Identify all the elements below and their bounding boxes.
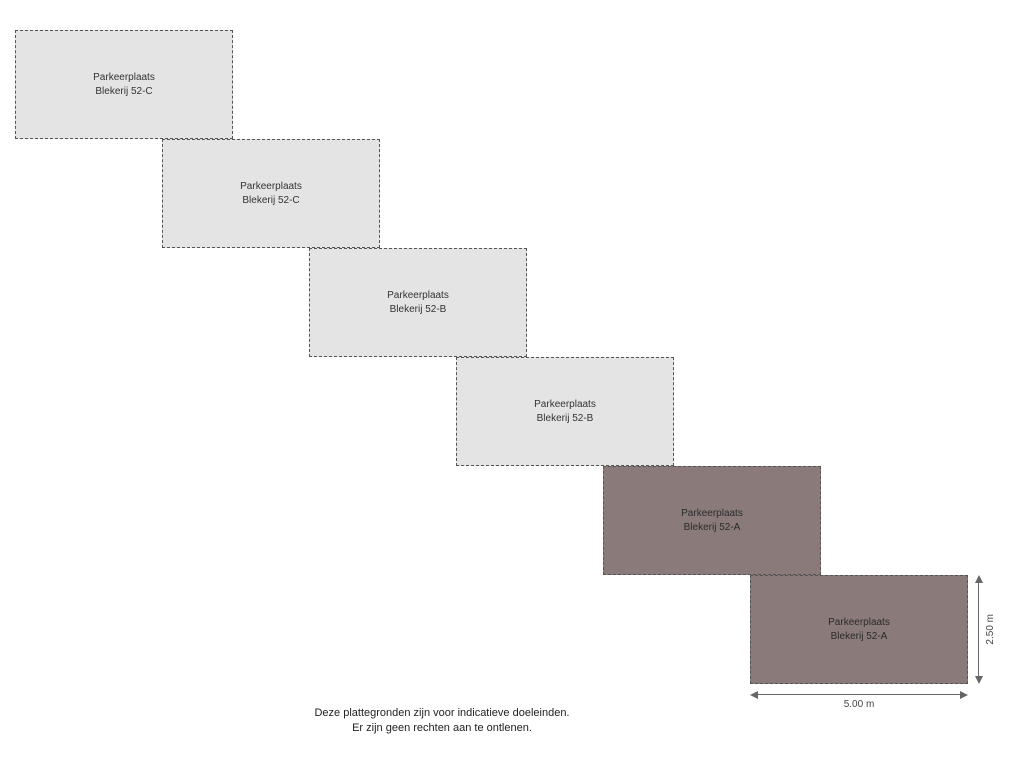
parking-spot-3: Parkeerplaats Blekerij 52-B <box>456 357 674 466</box>
parking-spot-5: Parkeerplaats Blekerij 52-A <box>750 575 968 684</box>
parking-spot-2: Parkeerplaats Blekerij 52-B <box>309 248 527 357</box>
dimension-line <box>756 694 962 695</box>
spot-label-line2: Blekerij 52-B <box>390 303 447 317</box>
floorplan-stage: Parkeerplaats Blekerij 52-C Parkeerplaat… <box>0 0 1024 768</box>
parking-spot-4: Parkeerplaats Blekerij 52-A <box>603 466 821 575</box>
disclaimer-line2: Er zijn geen rechten aan te ontlenen. <box>282 721 602 736</box>
parking-spot-1: Parkeerplaats Blekerij 52-C <box>162 139 380 248</box>
spot-label-line2: Blekerij 52-A <box>684 521 741 535</box>
dimension-horizontal: 5.00 m <box>750 694 968 710</box>
disclaimer-line1: Deze plattegronden zijn voor indicatieve… <box>282 706 602 721</box>
spot-label-line1: Parkeerplaats <box>681 507 743 521</box>
spot-label-line1: Parkeerplaats <box>828 616 890 630</box>
spot-label-line2: Blekerij 52-A <box>831 630 888 644</box>
dimension-vertical: 2.50 m <box>978 575 996 684</box>
dimension-label: 2.50 m <box>985 614 996 645</box>
dimension-label: 5.00 m <box>750 699 968 710</box>
spot-label-line2: Blekerij 52-C <box>242 194 299 208</box>
spot-label-line1: Parkeerplaats <box>387 289 449 303</box>
spot-label-line2: Blekerij 52-B <box>537 412 594 426</box>
spot-label-line1: Parkeerplaats <box>93 71 155 85</box>
spot-label-line1: Parkeerplaats <box>534 398 596 412</box>
dimension-line <box>978 581 979 678</box>
spot-label-line2: Blekerij 52-C <box>95 85 152 99</box>
spot-label-line1: Parkeerplaats <box>240 180 302 194</box>
parking-spot-0: Parkeerplaats Blekerij 52-C <box>15 30 233 139</box>
disclaimer-text: Deze plattegronden zijn voor indicatieve… <box>282 706 602 737</box>
